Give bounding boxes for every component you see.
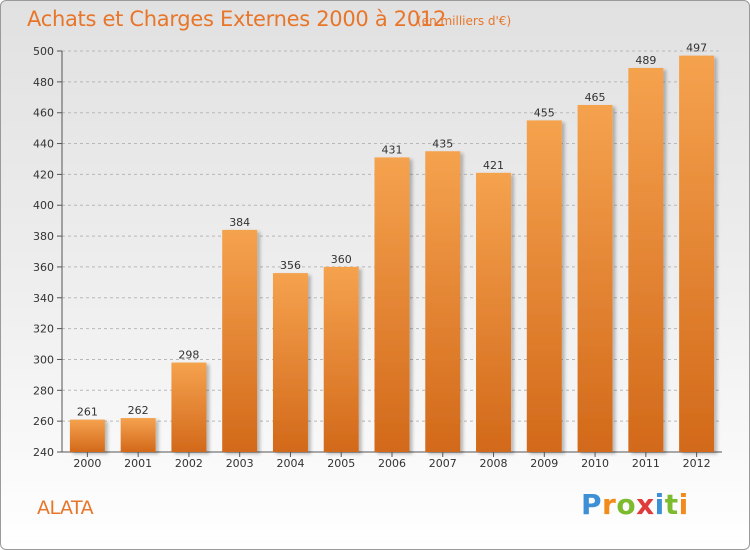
bars: [69, 55, 715, 453]
bar-2007: [425, 151, 461, 452]
x-tick-label: 2002: [175, 457, 203, 470]
bar-2009: [526, 120, 562, 453]
x-tick-label: 2009: [530, 457, 558, 470]
bar-value-label: 298: [178, 349, 199, 362]
bar-value-label: 261: [77, 406, 98, 419]
y-tick-label: 460: [33, 107, 54, 120]
x-tick-label: 2007: [429, 457, 457, 470]
bar-2010: [577, 104, 613, 452]
y-tick-label: 300: [33, 353, 54, 366]
bar-value-label: 431: [382, 143, 403, 156]
y-tick-label: 360: [33, 261, 54, 274]
x-tick-label: 2008: [480, 457, 508, 470]
x-tick-label: 2012: [683, 457, 711, 470]
y-tick-label: 340: [33, 292, 54, 305]
y-tick-label: 240: [33, 446, 54, 459]
bar-2003: [222, 229, 258, 452]
bar-value-label: 360: [331, 253, 352, 266]
y-tick-label: 280: [33, 384, 54, 397]
x-tick-label: 2005: [327, 457, 355, 470]
bar-value-labels: 261 262 298 384 356 360 431 435 421 455 465 489 497: [77, 42, 707, 419]
logo-letter: i: [678, 488, 689, 521]
bar-value-label: 489: [635, 54, 656, 67]
bar-value-label: 465: [585, 91, 606, 104]
y-tick-label: 480: [33, 76, 54, 89]
bar-value-label: 421: [483, 159, 504, 172]
y-tick-labels: 240 260 280 300 320 340 360 380 400 420 440 460 480 5…: [33, 45, 62, 459]
bar-value-label: 497: [686, 42, 707, 55]
bar-2004: [272, 273, 308, 452]
logo-letter: P: [581, 488, 603, 521]
y-tick-label: 440: [33, 138, 54, 151]
bar-value-label: 435: [432, 137, 453, 150]
x-tick-label: 2006: [378, 457, 406, 470]
bar-2000: [69, 419, 105, 452]
logo-letter: t: [664, 488, 679, 521]
commune-name: ALATA: [37, 497, 94, 519]
y-tick-label: 420: [33, 168, 54, 181]
x-tick-label: 2000: [73, 457, 101, 470]
y-tick-label: 500: [33, 45, 54, 58]
y-tick-label: 380: [33, 230, 54, 243]
bar-2008: [476, 172, 512, 453]
x-tick-label: 2011: [632, 457, 660, 470]
bar-2011: [628, 67, 664, 452]
y-tick-label: 260: [33, 415, 54, 428]
bar-2001: [120, 418, 156, 452]
bar-2002: [171, 362, 207, 452]
bar-2005: [323, 266, 359, 452]
bar-value-label: 356: [280, 259, 301, 272]
x-tick-label: 2003: [226, 457, 254, 470]
unit-note: (en milliers d'€): [417, 14, 512, 28]
bar-2006: [374, 157, 410, 452]
logo-letter: x: [636, 488, 655, 521]
bar-value-label: 384: [229, 216, 250, 229]
y-tick-label: 400: [33, 199, 54, 212]
logo-letter: i: [654, 488, 665, 521]
chart-title: Achats et Charges Externes 2000 à 2012: [27, 7, 447, 31]
x-tick-label: 2001: [124, 457, 152, 470]
bar-2012: [679, 55, 715, 452]
x-tick-label: 2004: [276, 457, 304, 470]
logo-letter: r: [602, 488, 617, 521]
y-tick-label: 320: [33, 323, 54, 336]
proxiti-logo: Proxiti: [581, 488, 689, 521]
x-tick-label: 2010: [581, 457, 609, 470]
logo-letter: o: [616, 488, 637, 521]
x-tick-labels: 2000 2001 2002 2003 2004 2005 2006 2007 2008 2009…: [73, 452, 711, 470]
bar-value-label: 455: [534, 106, 555, 119]
bar-value-label: 262: [128, 404, 149, 417]
